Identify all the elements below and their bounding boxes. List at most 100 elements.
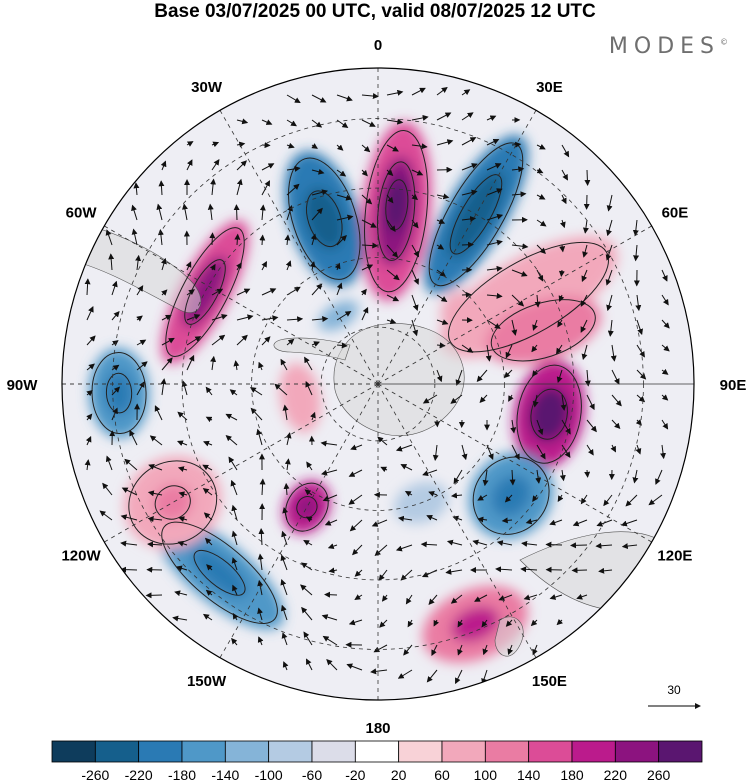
anomaly-blob xyxy=(451,606,500,642)
wind-vector xyxy=(280,578,288,596)
wind-vector xyxy=(334,262,341,271)
wind-vector xyxy=(386,294,400,302)
wind-vector xyxy=(157,229,164,246)
wind-vector xyxy=(486,239,503,246)
wind-vector xyxy=(598,567,613,574)
wind-vector xyxy=(231,557,238,571)
wind-vector xyxy=(228,456,238,471)
meridian-line xyxy=(216,383,379,664)
wind-vector xyxy=(436,294,448,302)
wind-vector xyxy=(446,539,463,546)
wind-vector xyxy=(348,494,363,505)
wind-vector xyxy=(131,204,138,221)
wind-vector xyxy=(348,619,363,626)
longitude-label: 150E xyxy=(532,673,567,690)
wind-vector xyxy=(584,169,591,186)
wind-vector xyxy=(233,360,240,371)
wind-vector xyxy=(561,144,570,158)
wind-vector xyxy=(147,516,163,522)
copyright-mark: © xyxy=(720,37,728,47)
wind-vector xyxy=(511,166,525,173)
wind-vector xyxy=(397,515,413,522)
wind-vector xyxy=(309,261,316,271)
wind-vector xyxy=(636,344,645,358)
wind-vector xyxy=(336,194,353,201)
wind-vector xyxy=(86,389,93,397)
wind-vector xyxy=(558,269,565,278)
wind-vector xyxy=(211,334,226,346)
wind-vector xyxy=(610,344,617,362)
colorbar-swatch xyxy=(614,740,660,763)
wind-vector xyxy=(457,619,464,628)
wind-vector xyxy=(311,189,329,196)
wind-vector xyxy=(511,319,518,336)
wind-vector xyxy=(496,540,513,547)
wind-vector xyxy=(305,516,313,523)
wind-vector xyxy=(282,404,289,421)
wind-vector xyxy=(202,488,213,496)
wind-vector xyxy=(203,440,213,447)
colorbar-label: -220 xyxy=(125,767,153,783)
wind-vector xyxy=(108,253,115,271)
wind-vector xyxy=(259,478,266,496)
wind-vector xyxy=(411,269,419,285)
longitude-label: 90E xyxy=(720,377,747,394)
wind-vector xyxy=(261,163,275,171)
wind-vector xyxy=(177,540,188,547)
wind-vector xyxy=(436,112,452,121)
wind-vector xyxy=(661,294,669,306)
wind-vector xyxy=(336,342,348,349)
wind-vector xyxy=(586,444,594,456)
wind-vector xyxy=(186,336,202,346)
colorbar-swatch xyxy=(224,740,270,763)
colorbar-swatch xyxy=(51,740,96,763)
wind-vector xyxy=(284,234,291,246)
wind-vector xyxy=(586,419,597,433)
wind-vector xyxy=(259,234,266,246)
contour-line xyxy=(530,388,568,440)
contour-line xyxy=(364,130,429,293)
wind-vector xyxy=(205,386,213,396)
wind-vector xyxy=(86,363,95,371)
wind-vector xyxy=(431,644,438,657)
wind-vector xyxy=(486,138,500,146)
wind-vector xyxy=(311,94,327,103)
longitude-label: 30E xyxy=(536,79,563,96)
wind-vector xyxy=(411,169,424,176)
wind-vector xyxy=(436,319,449,325)
wind-vector xyxy=(120,566,138,573)
wind-vector xyxy=(336,310,352,321)
wind-vector xyxy=(176,565,188,572)
wind-vector xyxy=(505,344,513,359)
contour-line xyxy=(288,157,361,280)
wind-vector xyxy=(178,491,188,498)
south-america-shape xyxy=(69,219,202,313)
wind-vector xyxy=(124,458,138,471)
wind-vector xyxy=(661,319,670,329)
colorbar-swatch xyxy=(441,740,486,763)
wind-vector xyxy=(395,544,413,552)
wind-vector xyxy=(611,419,621,430)
wind-vector xyxy=(559,244,566,253)
wind-vector xyxy=(186,354,195,371)
wind-vector xyxy=(346,663,363,671)
wind-vector xyxy=(261,260,267,271)
wind-vector xyxy=(523,594,538,601)
wind-vector xyxy=(661,394,669,401)
wind-vector xyxy=(386,318,397,325)
wind-vector xyxy=(511,444,520,461)
wind-vector xyxy=(186,159,193,171)
antarctica-shape xyxy=(333,323,465,437)
wind-vector xyxy=(301,606,313,621)
brand-text: MODES xyxy=(608,34,720,59)
wind-vector xyxy=(233,204,240,221)
wind-vector xyxy=(481,619,488,628)
wind-vector xyxy=(282,507,289,521)
wind-vector xyxy=(121,487,138,496)
wind-vector xyxy=(521,540,538,547)
wind-vector xyxy=(536,167,544,174)
wind-vector xyxy=(303,631,313,646)
wind-vector xyxy=(186,289,195,296)
wind-vector xyxy=(561,169,568,181)
colorbar-swatch xyxy=(354,740,400,763)
